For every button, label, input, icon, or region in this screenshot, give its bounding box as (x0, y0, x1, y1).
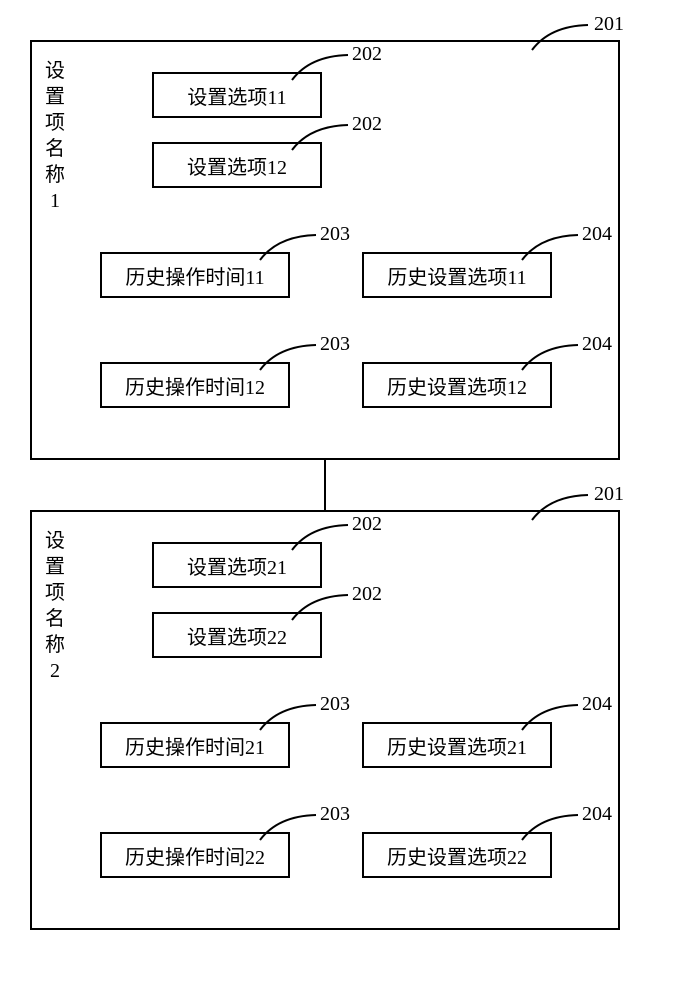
history-option-box-21: 历史设置选项21 (362, 722, 552, 768)
ref-ht-21: 203 (320, 693, 350, 716)
ref-ht-12: 203 (320, 333, 350, 356)
ref-ho-22: 204 (582, 803, 612, 826)
history-time-box-12: 历史操作时间12 (100, 362, 290, 408)
ref-panel-2: 201 (594, 483, 624, 506)
ref-ho-11: 204 (582, 223, 612, 246)
panel-1: 设置项名称1 设置选项11 设置选项12 历史操作时间11 历史设置选项11 历… (30, 40, 620, 460)
panel-connector (324, 460, 326, 510)
option-box-22: 设置选项22 (152, 612, 322, 658)
option-box-11: 设置选项11 (152, 72, 322, 118)
ref-opt-11: 202 (352, 43, 382, 66)
panel-1-title: 设置项名称1 (44, 58, 66, 214)
history-option-box-12: 历史设置选项12 (362, 362, 552, 408)
option-box-12: 设置选项12 (152, 142, 322, 188)
ref-ho-12: 204 (582, 333, 612, 356)
ref-opt-12: 202 (352, 113, 382, 136)
ref-opt-22: 202 (352, 583, 382, 606)
ref-ht-11: 203 (320, 223, 350, 246)
history-time-box-22: 历史操作时间22 (100, 832, 290, 878)
history-option-box-11: 历史设置选项11 (362, 252, 552, 298)
ref-ht-22: 203 (320, 803, 350, 826)
history-time-box-21: 历史操作时间21 (100, 722, 290, 768)
panel-2: 设置项名称2 设置选项21 设置选项22 历史操作时间21 历史设置选项21 历… (30, 510, 620, 930)
history-option-box-22: 历史设置选项22 (362, 832, 552, 878)
option-box-21: 设置选项21 (152, 542, 322, 588)
diagram-canvas: 设置项名称1 设置选项11 设置选项12 历史操作时间11 历史设置选项11 历… (0, 0, 693, 1000)
ref-panel-1: 201 (594, 13, 624, 36)
ref-ho-21: 204 (582, 693, 612, 716)
ref-opt-21: 202 (352, 513, 382, 536)
history-time-box-11: 历史操作时间11 (100, 252, 290, 298)
panel-2-title: 设置项名称2 (44, 528, 66, 684)
